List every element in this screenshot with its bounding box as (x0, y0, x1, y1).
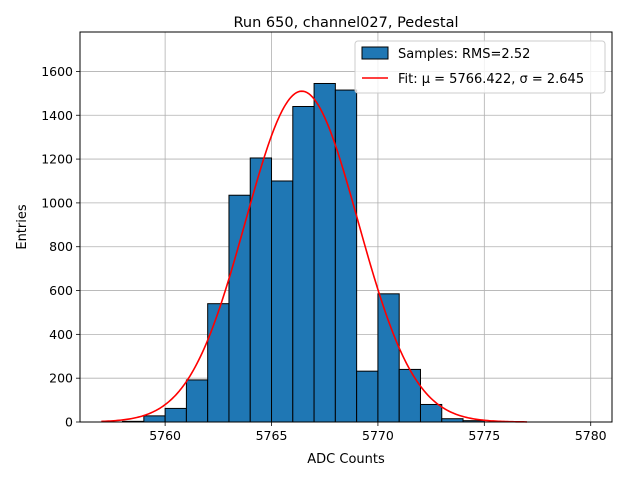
histogram-bar (185, 379, 209, 423)
y-tick-label: 1600 (41, 64, 73, 79)
x-axis-label: ADC Counts (307, 452, 385, 467)
histogram-bar (398, 368, 421, 423)
histogram-bar (143, 415, 166, 423)
x-axis-ticks: 5760 5765 5770 5775 5780 (149, 422, 607, 443)
histogram-bar (356, 370, 379, 423)
histogram-bar (419, 403, 443, 423)
y-tick-label: 400 (49, 327, 73, 342)
histogram-bars (122, 82, 485, 423)
legend-swatch-samples (361, 46, 389, 60)
histogram-bar (207, 303, 230, 423)
plot-frame (79, 31, 613, 423)
histogram-bar (271, 180, 294, 423)
y-axis-label: Entries (15, 204, 30, 250)
y-tick-label: 1000 (41, 195, 73, 210)
x-tick-label: 5775 (468, 428, 500, 443)
legend-box (354, 40, 606, 94)
x-tick-label: 5760 (149, 428, 181, 443)
x-tick-label: 5780 (575, 428, 607, 443)
y-tick-label: 1400 (41, 108, 73, 123)
histogram-bar (228, 194, 251, 423)
histogram-bar (292, 105, 315, 423)
histogram-bar (377, 293, 400, 423)
y-tick-label: 800 (49, 239, 73, 254)
x-tick-label: 5765 (256, 428, 288, 443)
y-axis-ticks: 0 200 400 600 800 1000 1200 1400 1600 (41, 64, 80, 430)
histogram-bar (164, 407, 187, 423)
y-tick-label: 1200 (41, 152, 73, 167)
y-tick-label: 200 (49, 371, 73, 386)
histogram-bar (249, 157, 273, 423)
fit-curve (101, 90, 527, 423)
y-tick-label: 0 (65, 415, 73, 430)
histogram-bar (334, 89, 358, 423)
legend: Samples: RMS=2.52 Fit: μ = 5766.422, σ =… (354, 40, 606, 94)
legend-label-fit: Fit: μ = 5766.422, σ = 2.645 (398, 72, 584, 87)
chart-title: Run 650, channel027, Pedestal (233, 15, 458, 31)
y-tick-label: 600 (49, 283, 73, 298)
legend-label-samples: Samples: RMS=2.52 (398, 47, 530, 62)
x-tick-label: 5770 (362, 428, 394, 443)
